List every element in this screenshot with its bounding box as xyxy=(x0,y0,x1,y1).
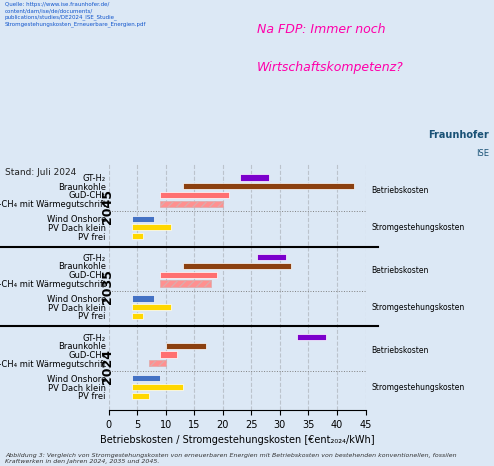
Text: 2024: 2024 xyxy=(101,349,114,384)
Text: ISE: ISE xyxy=(476,150,489,158)
Bar xyxy=(131,224,171,231)
Text: Stromgestehungskosten: Stromgestehungskosten xyxy=(371,383,464,391)
Bar xyxy=(160,192,229,198)
Text: Stromgestehungskosten: Stromgestehungskosten xyxy=(371,223,464,232)
Bar xyxy=(297,334,326,340)
Text: Betriebskosten: Betriebskosten xyxy=(371,266,429,275)
Bar xyxy=(166,343,206,349)
Bar xyxy=(131,313,143,319)
Bar xyxy=(131,393,149,399)
Text: 2035: 2035 xyxy=(101,269,114,304)
Bar xyxy=(131,233,143,239)
Text: Fraunhofer: Fraunhofer xyxy=(428,130,489,140)
Bar xyxy=(160,351,177,357)
Text: 2045: 2045 xyxy=(101,189,114,224)
Bar xyxy=(183,183,354,189)
Text: Stromgestehungskosten: Stromgestehungskosten xyxy=(371,303,464,312)
Bar xyxy=(131,384,183,390)
Bar xyxy=(149,360,166,366)
Bar xyxy=(131,375,160,381)
Text: Betriebskosten: Betriebskosten xyxy=(371,346,429,355)
Bar xyxy=(183,263,291,269)
Bar xyxy=(160,200,223,207)
Text: Na FDP: Immer noch: Na FDP: Immer noch xyxy=(257,23,385,36)
Text: Abbildung 3: Vergleich von Stromgestehungskosten von erneuerbaren Energien mit B: Abbildung 3: Vergleich von Stromgestehun… xyxy=(5,453,456,464)
Text: Quelle: https://www.ise.fraunhofer.de/
content/dam/ise/de/documents/
publication: Quelle: https://www.ise.fraunhofer.de/ c… xyxy=(5,2,146,27)
Bar xyxy=(131,216,154,222)
Text: Stand: Juli 2024: Stand: Juli 2024 xyxy=(5,168,76,177)
X-axis label: Betriebskosten / Stromgestehungskosten [€ent₂₀₂₄/kWh]: Betriebskosten / Stromgestehungskosten [… xyxy=(100,435,374,445)
Text: Betriebskosten: Betriebskosten xyxy=(371,186,429,195)
Text: Wirtschaftskompetenz?: Wirtschaftskompetenz? xyxy=(257,61,404,74)
Bar xyxy=(131,295,154,302)
Bar xyxy=(257,254,286,260)
Bar xyxy=(240,174,269,180)
Bar xyxy=(160,272,217,278)
Bar xyxy=(131,304,171,310)
Bar xyxy=(160,281,211,287)
